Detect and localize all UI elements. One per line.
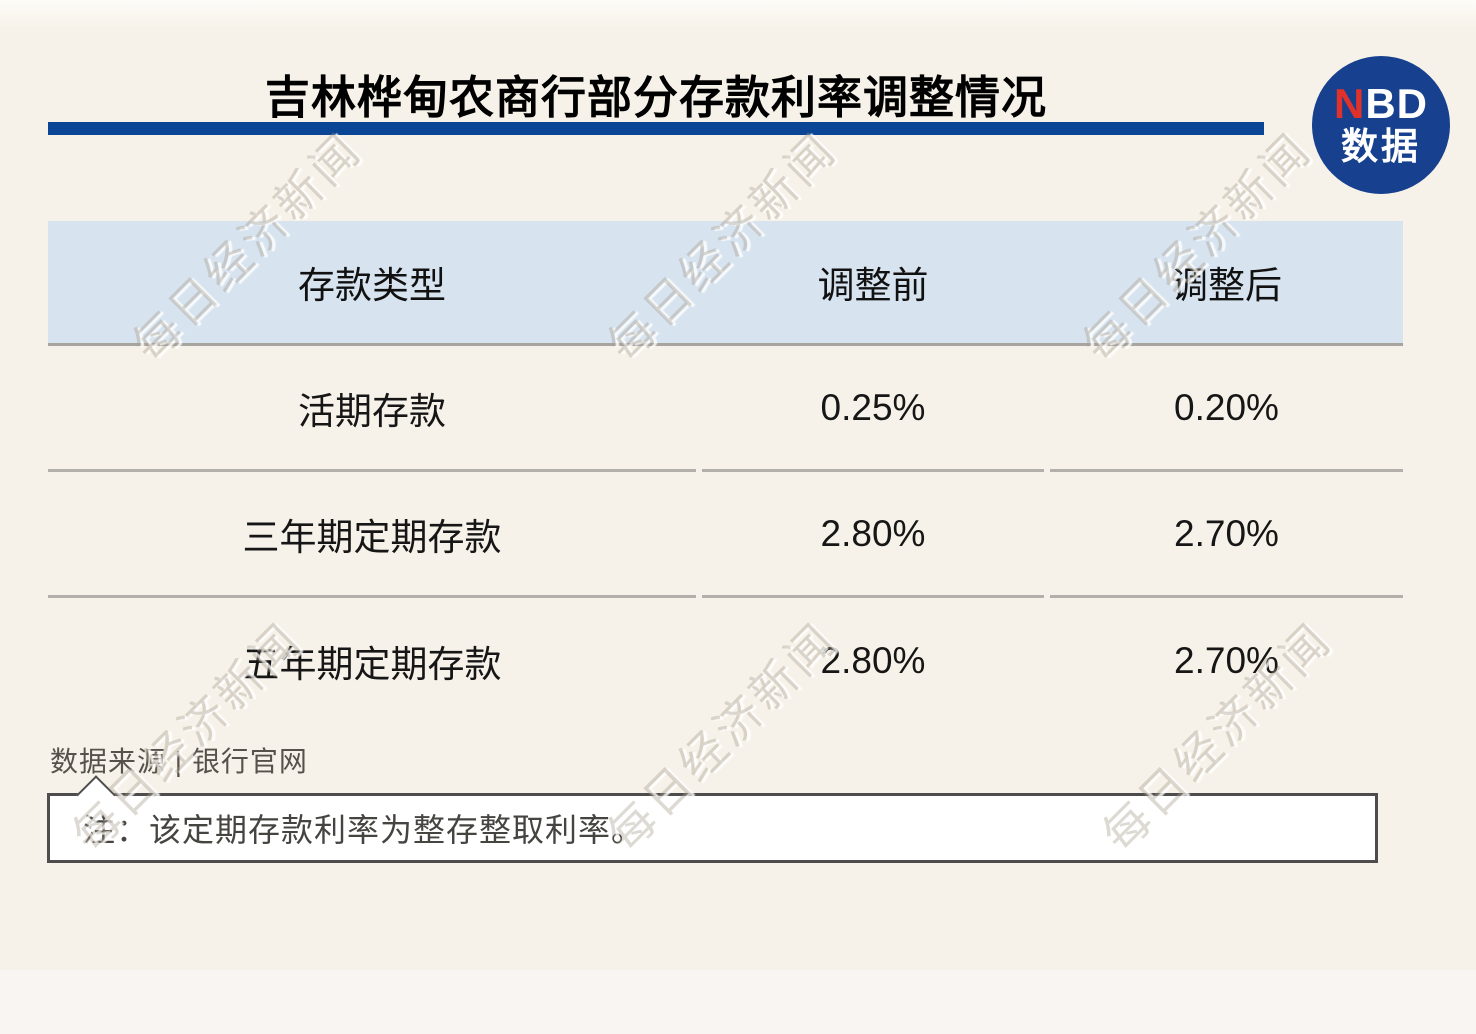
logo-letter-n: N [1333,79,1366,127]
table-row: 三年期定期存款 2.80% 2.70% [48,472,1403,598]
page-title: 吉林桦甸农商行部分存款利率调整情况 [264,72,1047,124]
data-source-label: 数据来源 | 银行官网 [50,746,308,777]
title-underline [48,122,1264,135]
table-header-row: 存款类型 调整前 调整后 [48,221,1403,346]
logo-shuju-label: 数据 [1341,125,1421,167]
table-body: 活期存款 0.25% 0.20% 三年期定期存款 2.80% 2.70% 五年期… [48,346,1403,724]
deposit-type-cell: 活期存款 [48,346,696,472]
rate-before-cell: 2.80% [820,640,926,681]
logo-nbd-letters: NBD [1333,79,1428,127]
note-callout-box: 注：该定期存款利率为整存整取利率。 [47,775,1378,863]
rate-after-cell: 2.70% [1050,472,1403,598]
table-row: 活期存款 0.25% 0.20% [48,346,1403,472]
rate-before-cell: 0.25% [702,346,1044,472]
column-header-after-adjustment: 调整后 [1171,265,1282,306]
nbd-data-logo-icon: NBD 数据 [1312,56,1450,194]
deposit-type-cell: 三年期定期存款 [48,472,696,598]
column-header-before-adjustment: 调整前 [817,265,929,306]
table-row: 五年期定期存款 2.80% 2.70% [48,598,1403,724]
column-header-deposit-type: 存款类型 [298,265,446,306]
rate-after-cell: 0.20% [1050,346,1403,472]
logo-letters-bd: BD [1365,79,1428,127]
rate-before-cell: 2.80% [702,472,1044,598]
note-text: 注：该定期存款利率为整存整取利率。 [83,812,645,848]
rate-after-cell: 2.70% [1174,640,1279,681]
bottom-background-band [0,970,1476,1034]
deposit-type-cell: 五年期定期存款 [242,644,502,685]
